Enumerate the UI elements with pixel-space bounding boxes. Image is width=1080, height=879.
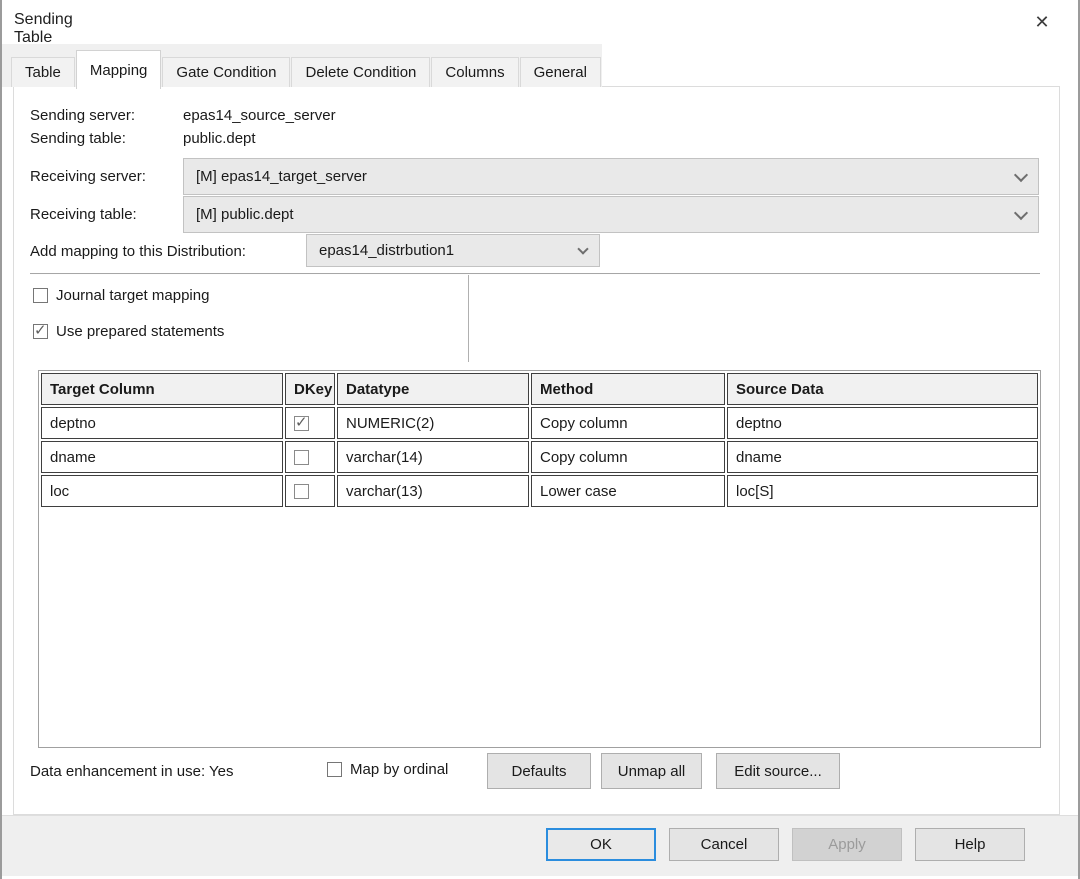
help-button[interactable]: Help: [915, 828, 1025, 861]
cell-source-data[interactable]: dname: [727, 441, 1038, 473]
tab-delete-condition[interactable]: Delete Condition: [291, 57, 431, 87]
receiving-table-label: Receiving table:: [30, 206, 137, 223]
sending-server-label: Sending server:: [30, 107, 136, 124]
cell-target-column[interactable]: dname: [41, 441, 283, 473]
cell-dkey[interactable]: [285, 475, 335, 507]
sending-table-value: public.dept: [183, 130, 256, 147]
tab-bar: Table Mapping Gate Condition Delete Cond…: [0, 44, 602, 89]
distribution-label: Add mapping to this Distribution:: [30, 243, 246, 260]
cancel-button[interactable]: Cancel: [669, 828, 779, 861]
cell-method[interactable]: Copy column: [531, 407, 725, 439]
tab-label: Table: [25, 64, 61, 81]
table-header-row: Target Column DKey Datatype Method Sourc…: [41, 373, 1038, 405]
table-row[interactable]: dname varchar(14) Copy column dname: [41, 441, 1038, 473]
distribution-dropdown[interactable]: epas14_distrbution1: [306, 234, 600, 267]
receiving-server-label: Receiving server:: [30, 168, 146, 185]
receiving-server-dropdown[interactable]: [M] epas14_target_server: [183, 158, 1039, 195]
journal-target-mapping-checkbox[interactable]: [33, 288, 48, 303]
header-target-column: Target Column: [41, 373, 283, 405]
ok-button[interactable]: OK: [546, 828, 656, 861]
header-datatype: Datatype: [337, 373, 529, 405]
cell-datatype[interactable]: NUMERIC(2): [337, 407, 529, 439]
journal-target-mapping-checkbox-row[interactable]: Journal target mapping: [33, 287, 209, 304]
dialog-right-border: [1078, 0, 1080, 879]
cell-method[interactable]: Copy column: [531, 441, 725, 473]
data-enhancement-status: Data enhancement in use: Yes: [30, 763, 234, 780]
map-by-ordinal-checkbox-row[interactable]: Map by ordinal: [327, 761, 448, 778]
header-dkey: DKey: [285, 373, 335, 405]
receiving-table-dropdown[interactable]: [M] public.dept: [183, 196, 1039, 233]
use-prepared-statements-checkbox[interactable]: [33, 321, 48, 339]
journal-target-mapping-label: Journal target mapping: [56, 287, 210, 304]
cell-datatype[interactable]: varchar(14): [337, 441, 529, 473]
receiving-server-value: [M] epas14_target_server: [196, 168, 367, 185]
use-prepared-statements-checkbox-row[interactable]: Use prepared statements: [33, 321, 225, 340]
cell-datatype[interactable]: varchar(13): [337, 475, 529, 507]
tab-label: Delete Condition: [305, 64, 417, 81]
cell-target-column[interactable]: deptno: [41, 407, 283, 439]
header-method: Method: [531, 373, 725, 405]
sending-server-value: epas14_source_server: [183, 107, 336, 124]
apply-button: Apply: [792, 828, 902, 861]
use-prepared-statements-label: Use prepared statements: [56, 323, 225, 340]
table-row[interactable]: loc varchar(13) Lower case loc[S]: [41, 475, 1038, 507]
chevron-down-icon: [1013, 167, 1029, 182]
chevron-down-icon: [1013, 205, 1029, 220]
dkey-checkbox[interactable]: [294, 413, 309, 432]
distribution-value: epas14_distrbution1: [319, 242, 455, 259]
dialog-left-border: [0, 0, 2, 879]
table-row[interactable]: deptno NUMERIC(2) Copy column deptno: [41, 407, 1038, 439]
tab-label: Mapping: [89, 61, 148, 79]
cell-source-data[interactable]: loc[S]: [727, 475, 1038, 507]
horizontal-separator: [30, 273, 1040, 275]
tab-label: Gate Condition: [176, 64, 277, 81]
tab-gate-condition[interactable]: Gate Condition: [162, 57, 291, 87]
defaults-button[interactable]: Defaults: [487, 753, 591, 789]
cell-source-data[interactable]: deptno: [727, 407, 1038, 439]
unmap-all-button[interactable]: Unmap all: [601, 753, 702, 789]
tab-general[interactable]: General: [519, 57, 601, 87]
tab-mapping[interactable]: Mapping: [75, 50, 162, 89]
dkey-checkbox[interactable]: [294, 450, 309, 466]
close-icon[interactable]: ✕: [1034, 12, 1050, 32]
vertical-separator: [468, 275, 469, 362]
tab-columns[interactable]: Columns: [431, 57, 519, 87]
cell-dkey[interactable]: [285, 441, 335, 473]
tab-label: Columns: [445, 64, 505, 81]
cell-target-column[interactable]: loc: [41, 475, 283, 507]
column-mapping-grid: Target Column DKey Datatype Method Sourc…: [38, 370, 1041, 748]
chevron-down-icon: [577, 242, 589, 255]
tab-table[interactable]: Table: [11, 57, 75, 87]
dkey-checkbox[interactable]: [294, 484, 309, 500]
tab-label: General: [533, 64, 587, 81]
map-by-ordinal-checkbox[interactable]: [327, 762, 342, 777]
map-by-ordinal-label: Map by ordinal: [350, 761, 449, 778]
cell-method[interactable]: Lower case: [531, 475, 725, 507]
receiving-table-value: [M] public.dept: [196, 206, 294, 223]
cell-dkey[interactable]: [285, 407, 335, 439]
sending-table-label: Sending table:: [30, 130, 126, 147]
mapping-table: Target Column DKey Datatype Method Sourc…: [39, 371, 1040, 509]
header-source-data: Source Data: [727, 373, 1038, 405]
edit-source-button[interactable]: Edit source...: [716, 753, 840, 789]
